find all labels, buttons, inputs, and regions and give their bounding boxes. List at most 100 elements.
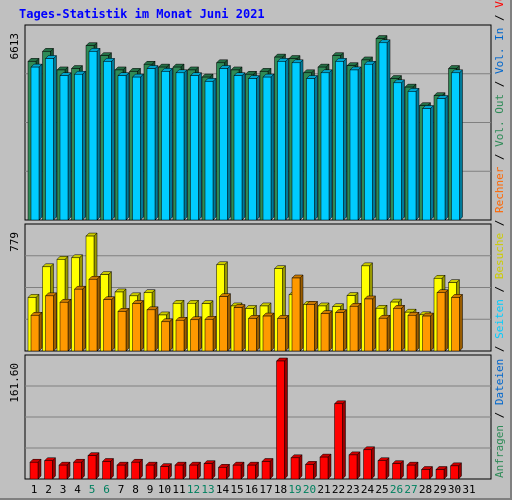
x-tick-label-day-17: 17 — [259, 483, 272, 496]
x-tick-label-day-7: 7 — [118, 483, 125, 496]
bar-rechner-day-3 — [59, 301, 69, 352]
legend-label-4: Seiten — [493, 299, 506, 339]
legend-label-12: Vol. In — [493, 28, 506, 74]
bar-volumen-day-11 — [174, 464, 184, 480]
bar-rechner-day-6-side — [111, 296, 115, 352]
bar-dateien-day-3 — [59, 75, 69, 221]
bar-dateien-day-5-side — [96, 47, 101, 221]
bar-dateien-day-22-side — [343, 57, 347, 221]
bar-rechner-day-4 — [74, 288, 83, 352]
bar-rechner-day-21-side — [328, 310, 333, 352]
bar-rechner-day-29-side — [444, 289, 449, 352]
bar-volumen-day-6 — [102, 461, 111, 480]
bar-rechner-day-13 — [204, 319, 214, 352]
bar-dateien-day-11-side — [183, 69, 188, 221]
bar-volumen-day-17-side — [269, 457, 274, 480]
bar-dateien-day-30-side — [459, 69, 463, 221]
x-tick-label-day-14: 14 — [216, 483, 230, 496]
bar-volumen-day-25-side — [385, 457, 390, 480]
bar-rechner-day-19 — [291, 277, 301, 352]
bar-rechner-day-12-side — [198, 316, 202, 352]
x-tick-label-day-26: 26 — [390, 483, 403, 496]
bar-dateien-day-8 — [132, 76, 141, 221]
bar-dateien-day-16 — [248, 78, 257, 221]
x-tick-label-day-28: 28 — [419, 483, 432, 496]
bar-dateien-day-10 — [161, 71, 170, 221]
bar-rechner-day-25-side — [386, 314, 391, 352]
x-tick-label-day-5: 5 — [89, 483, 96, 496]
bar-volumen-day-8 — [131, 461, 140, 480]
x-tick-label-day-19: 19 — [288, 483, 301, 496]
x-tick-label-day-16: 16 — [245, 483, 258, 496]
bar-volumen-day-21 — [319, 456, 329, 480]
bar-dateien-day-30 — [451, 72, 460, 221]
bar-dateien-day-20 — [306, 78, 315, 221]
x-tick-label-day-10: 10 — [158, 483, 171, 496]
bar-dateien-day-26 — [393, 82, 402, 221]
bar-volumen-day-6-side — [110, 457, 114, 480]
bar-rechner-day-8 — [132, 303, 141, 352]
bar-volumen-day-1 — [29, 461, 39, 480]
bar-volumen-day-4 — [73, 461, 82, 480]
bar-rechner-day-23 — [349, 306, 359, 352]
bar-rechner-day-7-side — [125, 307, 130, 352]
bar-volumen-day-2-side — [52, 457, 56, 480]
bar-rechner-day-7 — [117, 311, 127, 352]
bar-rechner-day-22 — [335, 312, 344, 352]
bar-dateien-day-28-side — [430, 104, 434, 221]
bar-rechner-day-10 — [161, 321, 170, 352]
bar-volumen-day-30 — [450, 465, 459, 480]
bar-dateien-day-7 — [117, 75, 127, 221]
legend-label-5: / — [493, 279, 506, 299]
x-tick-label-day-23: 23 — [346, 483, 359, 496]
bar-dateien-day-15 — [233, 75, 243, 221]
bar-volumen-day-5-side — [95, 452, 100, 480]
bar-dateien-day-12-side — [198, 72, 202, 221]
bar-rechner-day-25 — [378, 317, 388, 352]
bar-dateien-day-8-side — [140, 73, 144, 221]
bar-volumen-day-2 — [44, 460, 53, 480]
bar-volumen-day-21-side — [327, 453, 332, 480]
chart-title: Tages-Statistik im Monat Juni 2021 — [19, 7, 265, 21]
bar-rechner-day-14-side — [227, 293, 231, 352]
bar-volumen-day-19 — [290, 457, 300, 480]
x-tick-label-day-13: 13 — [201, 483, 214, 496]
bar-dateien-day-17 — [262, 76, 272, 221]
legend-label-0: Anfragen — [493, 425, 506, 478]
legend-label-7: / — [493, 213, 506, 233]
legend-label-13: / — [493, 8, 506, 28]
bar-dateien-day-29-side — [444, 94, 449, 221]
bar-dateien-day-14-side — [227, 64, 231, 221]
legend-label-11: / — [493, 74, 506, 94]
bar-volumen-day-25 — [377, 460, 387, 480]
bar-rechner-day-2-side — [53, 292, 57, 352]
bar-volumen-day-10 — [160, 466, 169, 480]
bar-volumen-day-4-side — [81, 458, 85, 480]
bar-dateien-day-2 — [45, 58, 54, 221]
bar-volumen-day-23 — [348, 454, 358, 480]
x-tick-label-day-6: 6 — [103, 483, 110, 496]
bar-dateien-day-18 — [277, 61, 286, 221]
x-tick-label-day-20: 20 — [303, 483, 316, 496]
bar-dateien-day-6-side — [111, 57, 115, 221]
bar-volumen-day-3 — [58, 464, 68, 480]
bar-rechner-day-22-side — [343, 309, 347, 352]
bar-dateien-day-23-side — [357, 66, 362, 221]
x-tick-label-day-29: 29 — [433, 483, 446, 496]
bar-dateien-day-13-side — [212, 77, 217, 221]
x-tick-label-day-27: 27 — [404, 483, 417, 496]
bar-volumen-day-18 — [276, 360, 285, 480]
bar-volumen-day-22 — [334, 403, 343, 480]
bar-rechner-day-20 — [306, 304, 315, 352]
bar-rechner-day-14 — [219, 296, 228, 352]
bar-rechner-day-5 — [88, 278, 98, 352]
bar-dateien-day-20-side — [314, 74, 318, 221]
bar-volumen-day-20 — [305, 464, 314, 480]
right-series-legend: Anfragen / Dateien / Seiten / Besuche / … — [493, 0, 506, 478]
legend-label-6: Besuche — [493, 233, 506, 279]
x-tick-label-day-25: 25 — [375, 483, 388, 496]
panel-3-ymax-label: 161.60 — [8, 363, 21, 403]
bar-dateien-day-16-side — [256, 74, 260, 221]
bar-volumen-day-22-side — [342, 400, 346, 480]
